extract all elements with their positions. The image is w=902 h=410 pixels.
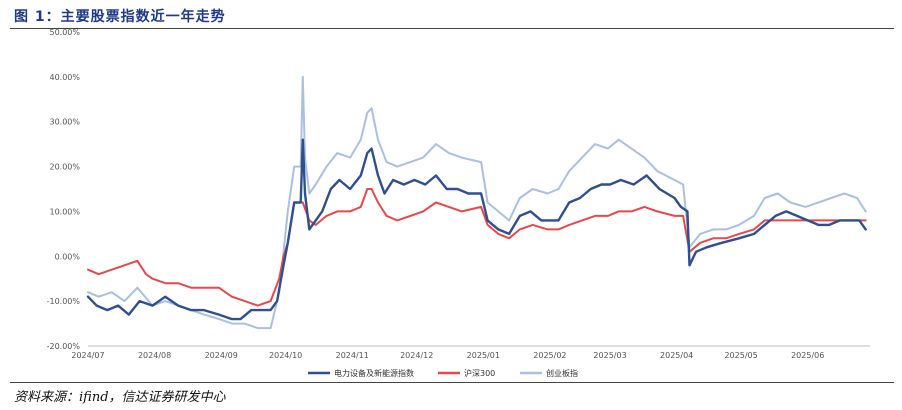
- source-note: 资料来源：ifind，信达证券研发中心: [14, 390, 226, 405]
- y-tick-label: 50.00%: [49, 28, 80, 37]
- y-tick-label: 20.00%: [49, 163, 80, 172]
- x-tick-label: 2025/03: [593, 351, 626, 360]
- y-tick-label: -20.00%: [47, 342, 81, 351]
- x-tick-label: 2025/01: [467, 351, 500, 360]
- y-tick-label: -10.00%: [47, 297, 81, 306]
- legend-item-1: 沪深300: [438, 368, 495, 378]
- y-tick-label: 40.00%: [49, 73, 80, 82]
- x-tick-label: 2024/08: [138, 351, 171, 360]
- x-tick-label: 2025/06: [791, 351, 824, 360]
- x-tick-label: 2024/10: [269, 351, 302, 360]
- x-tick-label: 2024/11: [336, 351, 369, 360]
- series-line-0: [86, 138, 867, 321]
- y-tick-label: 10.00%: [49, 207, 80, 216]
- legend-label: 创业板指: [546, 368, 578, 378]
- x-tick-label: 2025/04: [660, 351, 693, 360]
- legend-item-0: 电力设备及新能源指数: [308, 368, 414, 378]
- y-tick-label: 0.00%: [55, 252, 81, 261]
- title-rule: [10, 28, 894, 29]
- legend-label: 沪深300: [464, 368, 495, 378]
- source-rule: [10, 382, 894, 383]
- series-line-1: [87, 188, 867, 307]
- y-tick-label: 30.00%: [49, 118, 80, 127]
- figure-title: 图 1：主要股票指数近一年走势: [14, 9, 226, 25]
- legend-item-2: 创业板指: [520, 368, 578, 378]
- series-line-2: [87, 75, 867, 330]
- x-tick-label: 2024/09: [205, 351, 238, 360]
- legend-label: 电力设备及新能源指数: [334, 368, 414, 378]
- x-tick-label: 2024/07: [71, 351, 104, 360]
- x-tick-label: 2024/12: [400, 351, 433, 360]
- x-tick-label: 2025/02: [533, 351, 566, 360]
- x-tick-label: 2025/05: [724, 351, 757, 360]
